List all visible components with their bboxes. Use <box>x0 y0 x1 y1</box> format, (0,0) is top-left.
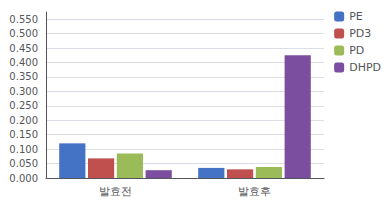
svg-text:DHPD: DHPD <box>349 61 381 74</box>
svg-text:발효후: 발효후 <box>238 185 271 198</box>
svg-text:0.500: 0.500 <box>9 28 38 39</box>
svg-text:발효전: 발효전 <box>99 185 132 198</box>
svg-text:0.250: 0.250 <box>9 100 38 111</box>
svg-text:0.000: 0.000 <box>9 173 38 184</box>
svg-text:0.400: 0.400 <box>9 57 38 68</box>
svg-text:0.200: 0.200 <box>9 115 38 126</box>
svg-text:PD: PD <box>349 44 364 57</box>
svg-text:0.050: 0.050 <box>9 158 38 169</box>
svg-text:0.300: 0.300 <box>9 86 38 97</box>
svg-text:0.350: 0.350 <box>9 71 38 82</box>
svg-text:0.100: 0.100 <box>9 144 38 155</box>
svg-text:PE: PE <box>349 10 363 23</box>
svg-text:0.550: 0.550 <box>9 14 38 25</box>
svg-text:0.150: 0.150 <box>9 129 38 140</box>
svg-text:0.450: 0.450 <box>9 43 38 54</box>
svg-text:PD3: PD3 <box>349 27 371 40</box>
